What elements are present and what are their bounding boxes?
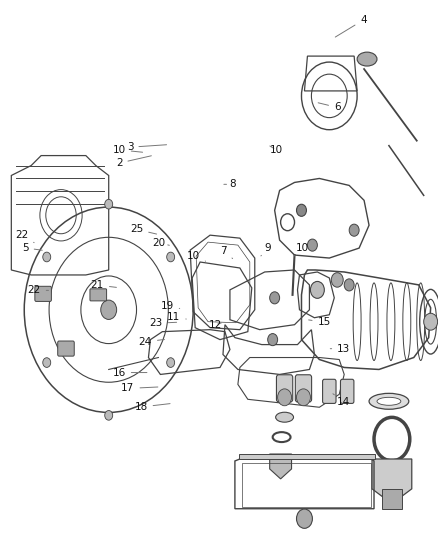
Circle shape [343,279,353,291]
Text: 12: 12 [208,320,221,330]
Text: 10: 10 [269,145,282,155]
Circle shape [101,300,117,319]
Text: 23: 23 [149,318,176,328]
Circle shape [166,252,174,262]
Polygon shape [238,454,374,459]
Text: 25: 25 [130,224,156,235]
Text: 24: 24 [138,337,164,347]
FancyBboxPatch shape [340,379,353,403]
Text: 18: 18 [134,402,170,412]
Circle shape [269,292,279,304]
Circle shape [267,334,277,346]
Text: 22: 22 [28,285,48,295]
Text: 13: 13 [329,344,350,354]
FancyBboxPatch shape [295,375,311,402]
Text: 6: 6 [318,102,340,112]
Ellipse shape [376,397,400,405]
Text: 9: 9 [260,243,270,256]
Circle shape [310,281,324,298]
Text: 11: 11 [167,312,186,322]
FancyBboxPatch shape [35,286,51,302]
Circle shape [296,204,306,216]
Circle shape [307,239,317,251]
FancyBboxPatch shape [57,341,74,356]
Circle shape [296,389,310,406]
Text: 10: 10 [186,251,205,261]
Text: 10: 10 [294,243,308,256]
Text: 14: 14 [332,394,350,407]
Circle shape [348,224,358,236]
Circle shape [277,389,291,406]
Text: 16: 16 [112,368,147,377]
Circle shape [296,509,312,528]
Circle shape [166,358,174,367]
Text: 5: 5 [22,243,42,253]
Polygon shape [381,489,401,508]
Circle shape [42,358,51,367]
Circle shape [105,199,113,209]
Text: 4: 4 [335,15,366,37]
FancyBboxPatch shape [322,379,335,403]
Text: 17: 17 [121,383,158,393]
Text: 10: 10 [113,145,142,155]
Circle shape [105,410,113,420]
Text: 22: 22 [15,230,34,243]
Text: 15: 15 [308,317,330,327]
Text: 21: 21 [91,280,116,290]
Text: 19: 19 [160,301,179,311]
Text: 7: 7 [220,246,232,259]
Ellipse shape [356,52,376,66]
Text: 20: 20 [152,238,169,248]
Circle shape [331,273,343,287]
Text: 8: 8 [223,179,235,189]
Ellipse shape [368,393,408,409]
FancyBboxPatch shape [276,375,292,402]
Polygon shape [371,459,411,504]
Polygon shape [269,454,291,479]
Text: 3: 3 [127,142,166,152]
Ellipse shape [275,412,293,422]
Text: 2: 2 [116,156,151,168]
Circle shape [423,313,437,330]
FancyBboxPatch shape [90,289,106,301]
Circle shape [42,252,51,262]
